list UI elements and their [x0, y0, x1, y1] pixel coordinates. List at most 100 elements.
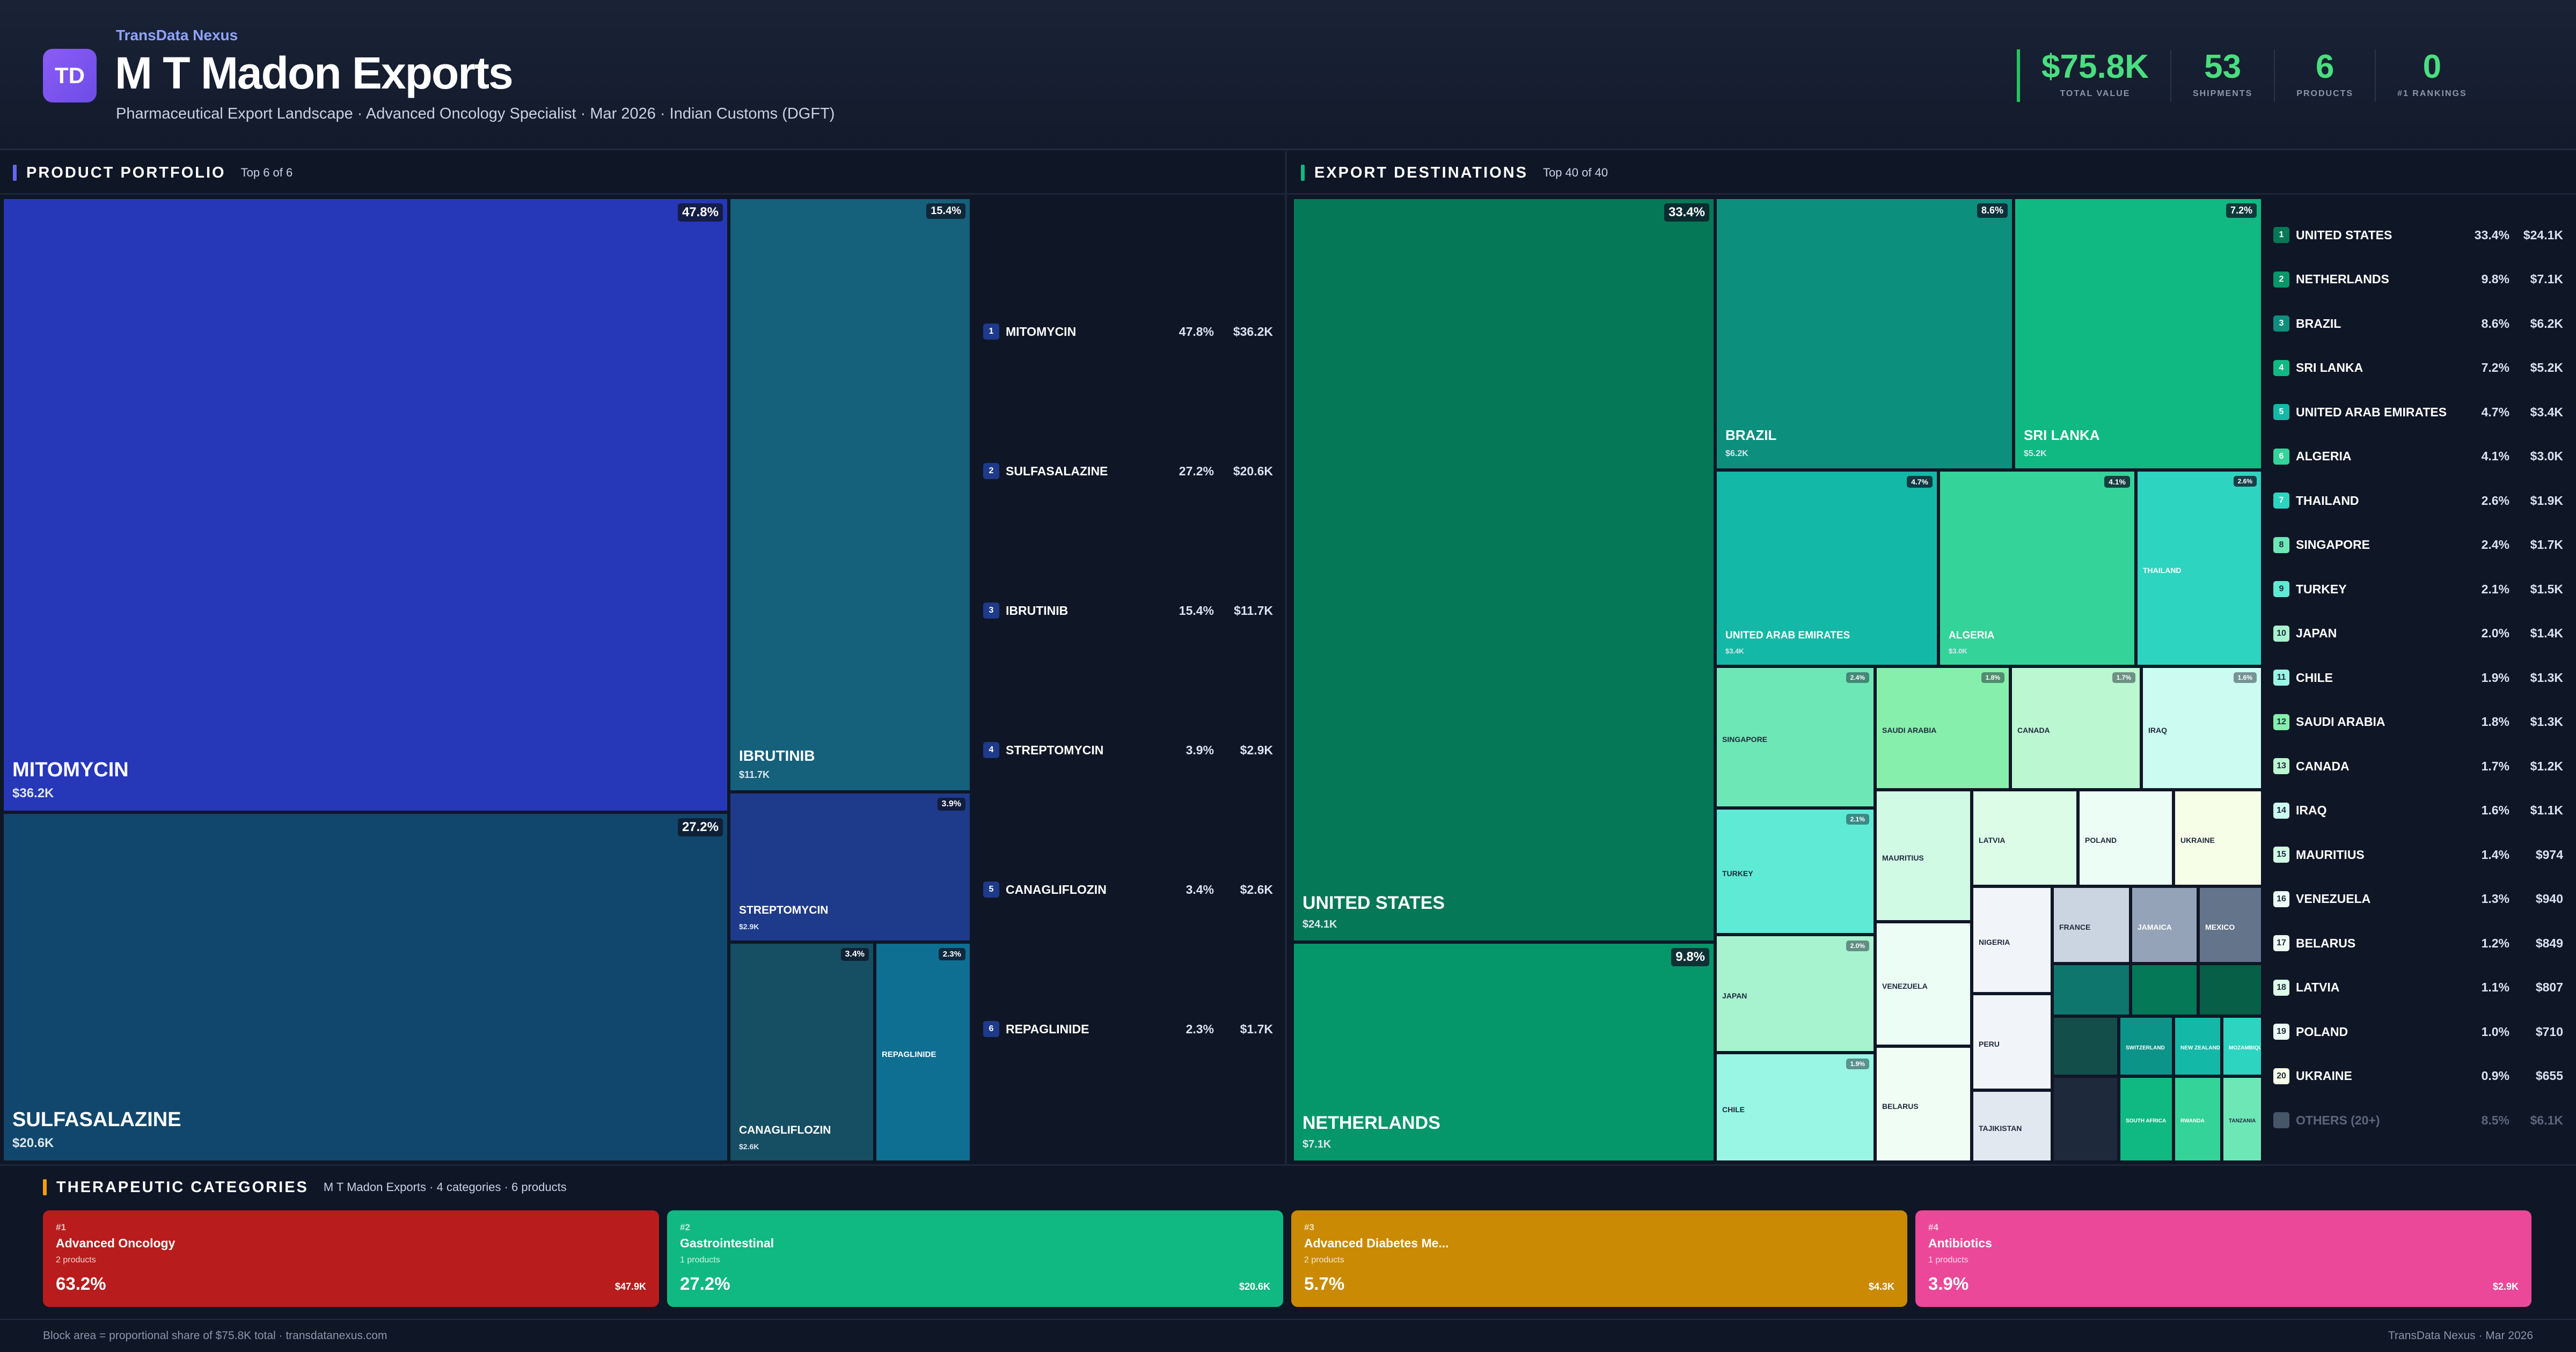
treemap-tile[interactable]: JAMAICA: [2131, 886, 2198, 964]
list-item[interactable]: 20 UKRAINE 0.9% $655: [2273, 1066, 2563, 1087]
item-value: $849: [2535, 936, 2563, 950]
treemap-tile[interactable]: 2.0% JAPAN: [1715, 935, 1875, 1053]
rank-badge: 4: [2273, 359, 2289, 376]
treemap-tile[interactable]: [2131, 964, 2198, 1016]
list-item[interactable]: 3 IBRUTINIB 15.4% $11.7K: [983, 600, 1273, 621]
treemap-tile[interactable]: [2052, 1016, 2119, 1076]
kpi-label: TOTAL VALUE: [2060, 89, 2131, 98]
tile-label: MAURITIUS: [1882, 854, 1924, 862]
list-item[interactable]: 1 MITOMYCIN 47.8% $36.2K: [983, 321, 1273, 342]
treemap-tile[interactable]: 15.4% IBRUTINIB $11.7K: [729, 197, 971, 792]
item-percent: 15.4%: [1179, 603, 1214, 618]
list-item[interactable]: 19 POLAND 1.0% $710: [2273, 1021, 2563, 1042]
treemap-tile[interactable]: SOUTH AFRICA: [2119, 1076, 2174, 1162]
treemap-tile[interactable]: MOZAMBIQUE: [2222, 1016, 2263, 1076]
tile-label: TANZANIA: [2229, 1118, 2256, 1124]
treemap-tile[interactable]: POLAND: [2078, 790, 2174, 886]
treemap-tile[interactable]: RWANDA: [2174, 1076, 2222, 1162]
treemap-tile[interactable]: 8.6% BRAZIL $6.2K: [1715, 197, 2014, 470]
list-item[interactable]: 3 BRAZIL 8.6% $6.2K: [2273, 313, 2563, 334]
treemap-tile[interactable]: 2.4% SINGAPORE: [1715, 666, 1875, 808]
item-name: CANAGLIFLOZIN: [1006, 882, 1107, 897]
treemap-tile[interactable]: MEXICO: [2198, 886, 2263, 964]
tile-label: MEXICO: [2205, 923, 2235, 931]
item-percent: 33.4%: [2474, 227, 2509, 242]
treemap-tile[interactable]: 2.1% TURKEY: [1715, 808, 1875, 935]
list-item[interactable]: 2 NETHERLANDS 9.8% $7.1K: [2273, 269, 2563, 290]
category-card[interactable]: #3 Advanced Diabetes Me... 2 products 5.7% $…: [1291, 1210, 1907, 1307]
treemap-tile[interactable]: BELARUS: [1875, 1046, 1972, 1162]
list-item[interactable]: 2 SULFASALAZINE 27.2% $20.6K: [983, 460, 1273, 482]
rank-badge: 4: [983, 742, 999, 758]
category-card[interactable]: #4 Antibiotics 1 products 3.9% $2.9K: [1915, 1210, 2531, 1307]
list-item[interactable]: 15 MAURITIUS 1.4% $974: [2273, 844, 2563, 865]
list-item[interactable]: 5 CANAGLIFLOZIN 3.4% $2.6K: [983, 879, 1273, 900]
treemap-tile[interactable]: SWITZERLAND: [2119, 1016, 2174, 1076]
item-percent: 2.0%: [2481, 626, 2509, 640]
treemap-tile[interactable]: 1.8% SAUDI ARABIA: [1875, 666, 2010, 790]
tile-label: CANADA: [2017, 726, 2050, 734]
list-item[interactable]: 17 BELARUS 1.2% $849: [2273, 932, 2563, 954]
treemap-tile[interactable]: 4.7% UNITED ARAB EMIRATES $3.4K: [1715, 470, 1938, 666]
list-item[interactable]: 4 STREPTOMYCIN 3.9% $2.9K: [983, 739, 1273, 761]
treemap-tile[interactable]: 3.9% STREPTOMYCIN $2.9K: [729, 792, 971, 942]
list-item[interactable]: 18 LATVIA 1.1% $807: [2273, 977, 2563, 998]
treemap-tile[interactable]: 3.4% CANAGLIFLOZIN $2.6K: [729, 942, 875, 1162]
treemap-tile[interactable]: 4.1% ALGERIA $3.0K: [1938, 470, 2136, 666]
treemap-tile[interactable]: 1.9% CHILE: [1715, 1053, 1875, 1162]
item-value: $20.6K: [1233, 464, 1273, 478]
list-item[interactable]: 4 SRI LANKA 7.2% $5.2K: [2273, 357, 2563, 379]
treemap-tile[interactable]: MAURITIUS: [1875, 790, 1972, 922]
treemap-tile[interactable]: [2052, 1076, 2119, 1162]
treemap-tile[interactable]: NIGERIA: [1972, 886, 2052, 994]
list-item[interactable]: 13 CANADA 1.7% $1.2K: [2273, 755, 2563, 777]
treemap-tile[interactable]: UKRAINE: [2174, 790, 2263, 886]
list-item[interactable]: 7 THAILAND 2.6% $1.9K: [2273, 490, 2563, 511]
tile-value: $5.2K: [2024, 449, 2047, 458]
treemap-tile[interactable]: 1.6% IRAQ: [2141, 666, 2263, 790]
category-rank: #4: [1928, 1222, 1938, 1232]
treemap-tile[interactable]: 33.4% UNITED STATES $24.1K: [1292, 197, 1715, 942]
list-item[interactable]: 12 SAUDI ARABIA 1.8% $1.3K: [2273, 711, 2563, 733]
treemap-tile[interactable]: 2.3% REPAGLINIDE: [875, 942, 971, 1162]
treemap-tile[interactable]: NEW ZEALAND: [2174, 1016, 2222, 1076]
category-card[interactable]: #2 Gastrointestinal 1 products 27.2% $20.6K: [667, 1210, 1283, 1307]
list-item[interactable]: 9 TURKEY 2.1% $1.5K: [2273, 578, 2563, 600]
list-item-others[interactable]: OTHERS (20+) 8.5% $6.1K: [2273, 1109, 2563, 1131]
list-item[interactable]: 14 IRAQ 1.6% $1.1K: [2273, 800, 2563, 821]
section-divider: [0, 1164, 2576, 1166]
item-value: $1.3K: [2530, 670, 2563, 685]
treemap-tile[interactable]: LATVIA: [1972, 790, 2078, 886]
item-value: $1.7K: [1240, 1022, 1273, 1036]
treemap-tile[interactable]: TAJIKISTAN: [1972, 1090, 2052, 1162]
treemap-tile[interactable]: [2052, 964, 2131, 1016]
rank-badge: 9: [2273, 581, 2289, 597]
kpi-value: 0: [2423, 48, 2442, 85]
item-percent: 1.1%: [2481, 980, 2509, 994]
treemap-tile[interactable]: 47.8% MITOMYCIN $36.2K: [2, 197, 729, 812]
treemap-tile[interactable]: 2.6% THAILAND: [2136, 470, 2263, 666]
rank-badge: 12: [2273, 714, 2289, 730]
page-subtitle: Pharmaceutical Export Landscape · Advanc…: [116, 105, 835, 122]
list-item[interactable]: 6 REPAGLINIDE 2.3% $1.7K: [983, 1018, 1273, 1040]
treemap-tile[interactable]: [2198, 964, 2263, 1016]
tile-label: POLAND: [2085, 836, 2117, 844]
list-item[interactable]: 11 CHILE 1.9% $1.3K: [2273, 667, 2563, 688]
footer-note: Block area = proportional share of $75.8…: [43, 1329, 387, 1342]
category-card[interactable]: #1 Advanced Oncology 2 products 63.2% $47.9K: [43, 1210, 659, 1307]
treemap-tile[interactable]: 9.8% NETHERLANDS $7.1K: [1292, 942, 1715, 1162]
list-item[interactable]: 1 UNITED STATES 33.4% $24.1K: [2273, 224, 2563, 246]
treemap-tile[interactable]: FRANCE: [2052, 886, 2131, 964]
item-value: $1.9K: [2530, 493, 2563, 508]
list-item[interactable]: 16 VENEZUELA 1.3% $940: [2273, 888, 2563, 910]
treemap-tile[interactable]: 7.2% SRI LANKA $5.2K: [2014, 197, 2263, 470]
treemap-tile[interactable]: 1.7% CANADA: [2010, 666, 2141, 790]
treemap-tile[interactable]: 27.2% SULFASALAZINE $20.6K: [2, 812, 729, 1162]
list-item[interactable]: 6 ALGERIA 4.1% $3.0K: [2273, 446, 2563, 467]
list-item[interactable]: 10 JAPAN 2.0% $1.4K: [2273, 623, 2563, 644]
treemap-tile[interactable]: PERU: [1972, 994, 2052, 1090]
list-item[interactable]: 8 SINGAPORE 2.4% $1.7K: [2273, 534, 2563, 556]
treemap-tile[interactable]: TANZANIA: [2222, 1076, 2263, 1162]
treemap-tile[interactable]: VENEZUELA: [1875, 922, 1972, 1046]
list-item[interactable]: 5 UNITED ARAB EMIRATES 4.7% $3.4K: [2273, 401, 2563, 423]
